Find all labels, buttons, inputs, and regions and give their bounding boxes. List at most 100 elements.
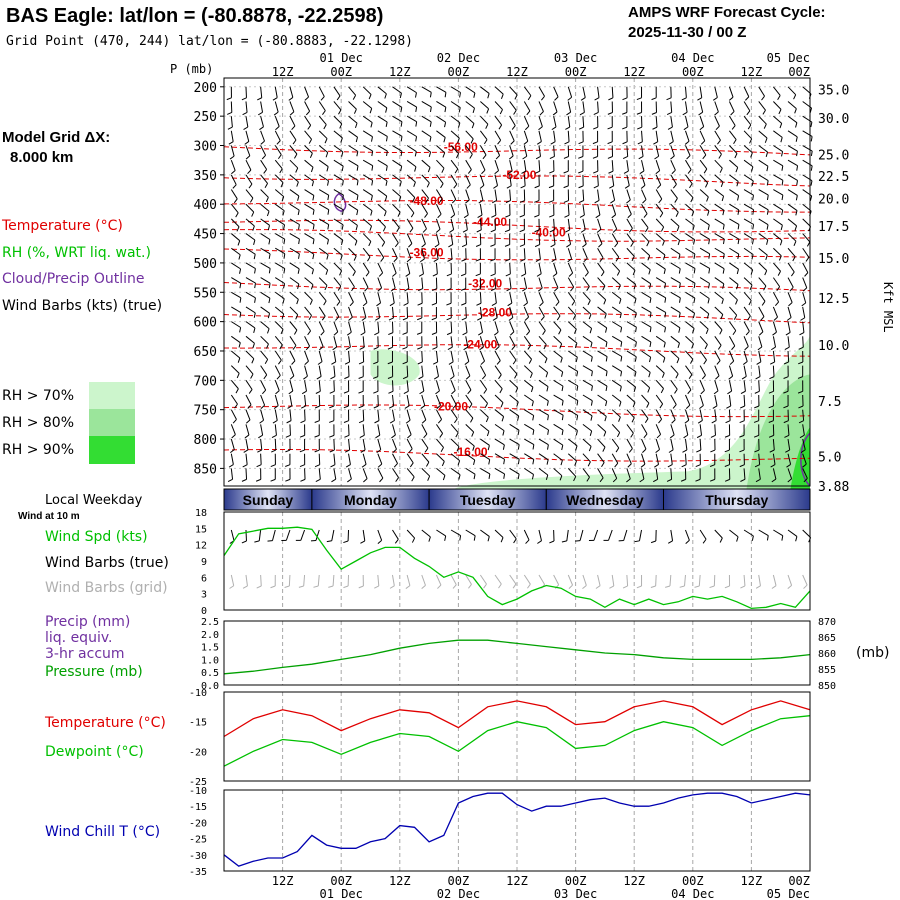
wind-barb <box>245 218 255 227</box>
wind-barb <box>383 211 387 217</box>
wind-barb <box>505 273 511 277</box>
wind-barb <box>414 92 417 98</box>
wind-barb <box>393 463 398 468</box>
wind-barb <box>646 402 650 408</box>
wind-barb <box>752 209 755 215</box>
wind-barb <box>329 405 335 409</box>
wind-barb <box>490 258 496 262</box>
wind-barb <box>245 277 256 284</box>
hour-label-bottom: 12Z <box>506 874 528 888</box>
wind-barb <box>648 269 651 275</box>
wind-barb <box>688 374 693 380</box>
wind-barb <box>260 277 271 284</box>
wind-barb <box>254 283 256 289</box>
wind-barb <box>559 475 563 481</box>
wind-barb <box>377 101 388 109</box>
wind-barb <box>454 168 459 174</box>
wind-barb <box>463 214 469 219</box>
wind-barb <box>348 424 350 436</box>
wind-barb <box>626 291 637 299</box>
wind-barb <box>245 321 256 329</box>
wind-barb <box>769 376 775 380</box>
wind-barb <box>699 262 710 269</box>
legend-temperature-2: Temperature (°C) <box>44 715 166 731</box>
wind-barb <box>231 306 242 313</box>
wind-barb <box>450 248 453 260</box>
wind-barb <box>538 321 546 331</box>
wind-barb <box>440 183 444 189</box>
wind-barb <box>232 184 237 189</box>
wind-barb <box>700 390 705 395</box>
date-label-bottom: 03 Dec <box>554 887 597 900</box>
wind-barbs <box>226 86 813 589</box>
wind-barb <box>616 270 621 276</box>
wind-barb <box>362 203 373 212</box>
wind-barb <box>318 350 323 362</box>
wind-barb <box>597 409 607 417</box>
wind-barb <box>362 115 373 123</box>
wind-barb <box>655 130 659 142</box>
wind-barb <box>714 394 718 406</box>
wind-barb <box>538 233 541 245</box>
wind-barb <box>522 287 527 292</box>
wind-barb <box>377 159 388 167</box>
wind-barb <box>484 403 488 408</box>
wind-barb <box>321 315 326 321</box>
wind-barb <box>637 141 643 145</box>
wind-barb <box>739 420 745 424</box>
wind-barb <box>245 306 256 314</box>
height-tick-label: 15.0 <box>818 252 849 267</box>
height-tick-label: 17.5 <box>818 220 849 235</box>
wind-barb <box>392 159 402 167</box>
wind-barb <box>724 449 730 453</box>
wind-barb <box>524 423 535 431</box>
wind-barb <box>289 218 300 225</box>
wind-ytick: 12 <box>195 541 207 552</box>
wind-barb <box>450 174 458 185</box>
wind-barb <box>787 159 798 167</box>
wind-barb <box>714 159 723 169</box>
surface-wind-barb-grid <box>669 574 672 587</box>
pressure-tick-label: 350 <box>194 169 217 184</box>
wind-barb <box>743 218 754 225</box>
pressure-ytick: 870 <box>818 617 836 628</box>
wind-barb <box>338 109 342 115</box>
wind-barb <box>289 233 300 240</box>
wind-barb <box>732 330 737 336</box>
wind-barb <box>421 115 432 123</box>
wind-barb <box>479 336 484 347</box>
wind-barb <box>495 346 500 351</box>
pressure-tick-label: 450 <box>194 228 217 243</box>
wind-barb <box>642 199 647 204</box>
wind-barb <box>348 453 351 465</box>
surface-wind-barb-grid <box>468 584 472 589</box>
wind-barb <box>260 350 269 360</box>
wind-barb <box>538 365 548 373</box>
pressure-line <box>223 639 811 675</box>
wind-barb <box>344 449 350 453</box>
wind-barb <box>436 468 446 476</box>
wind-barb <box>712 405 718 409</box>
wind-barb <box>230 203 239 214</box>
wind-barb <box>685 262 696 269</box>
wind-barb <box>465 199 470 204</box>
surface-wind-barb <box>525 539 530 544</box>
wind-barb <box>480 438 490 446</box>
wind-barb <box>348 306 353 318</box>
wind-barb <box>750 152 753 158</box>
wind-barb <box>494 170 499 175</box>
wind-barb <box>584 272 589 277</box>
wind-barb <box>340 137 343 143</box>
wind-barb <box>312 224 315 230</box>
wind-barb <box>772 331 777 336</box>
wind-barb <box>641 394 650 404</box>
wind-barb <box>289 101 295 112</box>
wind-barb <box>751 239 754 245</box>
wind-barb <box>536 273 542 277</box>
wind-barb <box>421 424 428 435</box>
wind-barb <box>670 468 673 480</box>
pressure-tick-label: 650 <box>194 345 217 360</box>
wind-barb <box>333 331 339 336</box>
wind-barb <box>247 169 252 175</box>
wind-barb <box>743 115 752 126</box>
